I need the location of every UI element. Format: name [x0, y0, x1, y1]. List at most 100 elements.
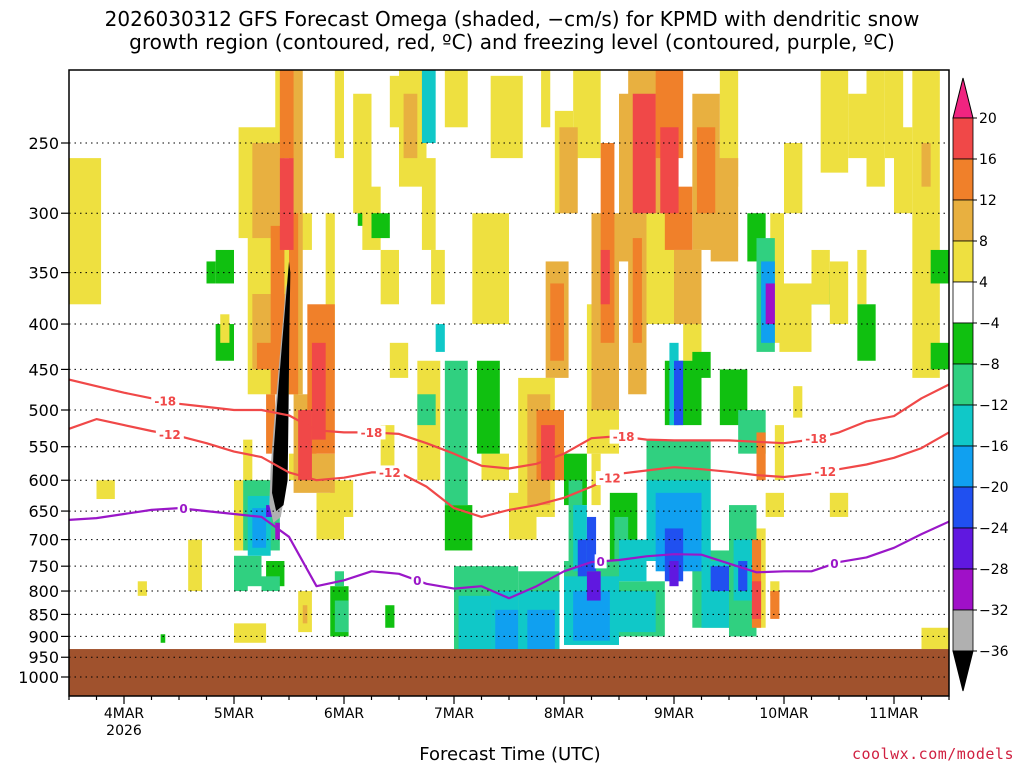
colorbar-bin — [952, 609, 974, 652]
omega-cell — [252, 508, 267, 548]
colorbar-top-arrow — [952, 77, 974, 119]
contour-labels: -18 -18 -18 -18 -12 -12 -12 -12 0 0 0 0 — [151, 394, 841, 588]
ground-terrain — [69, 649, 949, 696]
omega-cell — [421, 158, 436, 250]
omega-cell — [243, 439, 253, 481]
contour-label: -12 — [814, 465, 836, 479]
omega-cell — [279, 70, 294, 159]
omega-cell — [380, 249, 399, 305]
omega-cell — [330, 480, 354, 517]
omega-cell — [353, 93, 372, 214]
omega-cell — [476, 360, 500, 454]
contour-label: -12 — [159, 428, 181, 442]
omega-cell — [403, 93, 418, 159]
y-tick-label: 700 — [28, 531, 59, 550]
x-tick-label: 9MAR — [654, 706, 695, 722]
pressure-gridlines — [69, 142, 949, 678]
colorbar-bin — [952, 568, 974, 611]
chart-title: 2026030312 GFS Forecast Omega (shaded, −… — [0, 8, 1024, 54]
contour-label: -12 — [599, 472, 621, 486]
omega-cell — [298, 410, 312, 481]
colorbar-bin — [952, 199, 974, 242]
credit-link[interactable]: coolwx.com/models — [851, 745, 1014, 763]
colorbar-bin — [952, 527, 974, 570]
omega-cell — [674, 360, 684, 426]
omega-cell — [779, 283, 812, 352]
contour-label: -18 — [613, 430, 635, 444]
x-tick-label: 11MAR — [869, 706, 918, 722]
y-tick-label: 400 — [28, 315, 59, 334]
omega-cell — [669, 561, 679, 587]
y-tick-label: 550 — [28, 438, 59, 457]
omega-cell — [660, 127, 679, 214]
y-tick-label: 800 — [28, 582, 59, 601]
contour-label-bg — [411, 573, 424, 588]
omega-cell — [444, 70, 468, 128]
omega-cell — [719, 70, 739, 187]
colorbar-tick-label: 12 — [979, 193, 997, 209]
omega-cell — [765, 492, 784, 517]
contour-0 — [69, 507, 949, 600]
colorbar-tick-label: −28 — [979, 562, 1009, 578]
colorbar-bin — [952, 445, 974, 488]
x-tick-sublabel: 2026 — [106, 723, 142, 739]
colorbar-tick-label: −12 — [979, 398, 1009, 414]
omega-cell — [495, 609, 519, 652]
omega-cell — [857, 304, 876, 361]
omega-cell — [586, 516, 597, 572]
colorbar-tick-label: 4 — [979, 275, 988, 291]
colorbar: 20 16 12 8 4 −4 −8 −12 −16 −20 −24 −28 −32 −36 — [952, 77, 1009, 692]
contour--12 — [69, 418, 949, 518]
y-tick-label: 850 — [28, 605, 59, 624]
omega-cell — [820, 70, 849, 173]
omega-cell — [266, 394, 276, 454]
x-tick-label: 6MAR — [324, 706, 365, 722]
contour-label: 0 — [830, 557, 838, 571]
omega-cell — [770, 591, 780, 619]
omega-cell — [252, 143, 280, 239]
omega-cell — [619, 591, 656, 633]
omega-cell — [275, 522, 280, 540]
omega-cell — [550, 283, 564, 361]
omega-cell — [921, 627, 949, 650]
y-tick-label: 500 — [28, 401, 59, 420]
colorbar-tick-label: −24 — [979, 521, 1009, 537]
y-tick-label: 1000 — [18, 668, 59, 687]
omega-cell — [266, 505, 276, 517]
omega-cell — [857, 249, 867, 305]
omega-cell — [389, 342, 409, 378]
colorbar-tick-label: −36 — [979, 644, 1009, 660]
omega-cell — [751, 581, 762, 619]
omega-cell — [69, 158, 102, 305]
omega-cell — [334, 571, 344, 587]
omega-cell — [600, 249, 610, 305]
x-tick-label: 8MAR — [544, 706, 585, 722]
colorbar-bottom-arrow — [952, 650, 974, 692]
omega-cell — [234, 555, 262, 587]
omega-cell — [234, 623, 267, 643]
omega-cell — [848, 93, 867, 159]
x-tick-label: 4MAR — [104, 706, 145, 722]
omega-cell — [696, 127, 716, 214]
colorbar-bin — [952, 404, 974, 447]
omega-cell — [449, 394, 464, 454]
omega-cell — [829, 492, 849, 517]
contour-label-bg — [811, 464, 840, 479]
omega-cell — [463, 618, 491, 652]
omega-cell — [829, 261, 849, 325]
omega-cell — [220, 314, 230, 343]
omega-cell — [279, 158, 294, 250]
colorbar-tick-label: −32 — [979, 603, 1009, 619]
omega-core — [272, 261, 291, 512]
omega-cell — [930, 249, 949, 284]
colorbar-bin — [952, 158, 974, 201]
contour-label-bg — [594, 554, 607, 569]
omega-cell — [334, 600, 349, 633]
omega-cell — [188, 539, 202, 592]
chart-title-line-2: growth region (contoured, red, ºC) and f… — [129, 30, 895, 54]
omega-cell — [577, 539, 587, 577]
chart-title-line-1: 2026030312 GFS Forecast Omega (shaded, −… — [104, 7, 920, 31]
contour-label: 0 — [413, 574, 421, 588]
omega-cell — [472, 213, 509, 325]
